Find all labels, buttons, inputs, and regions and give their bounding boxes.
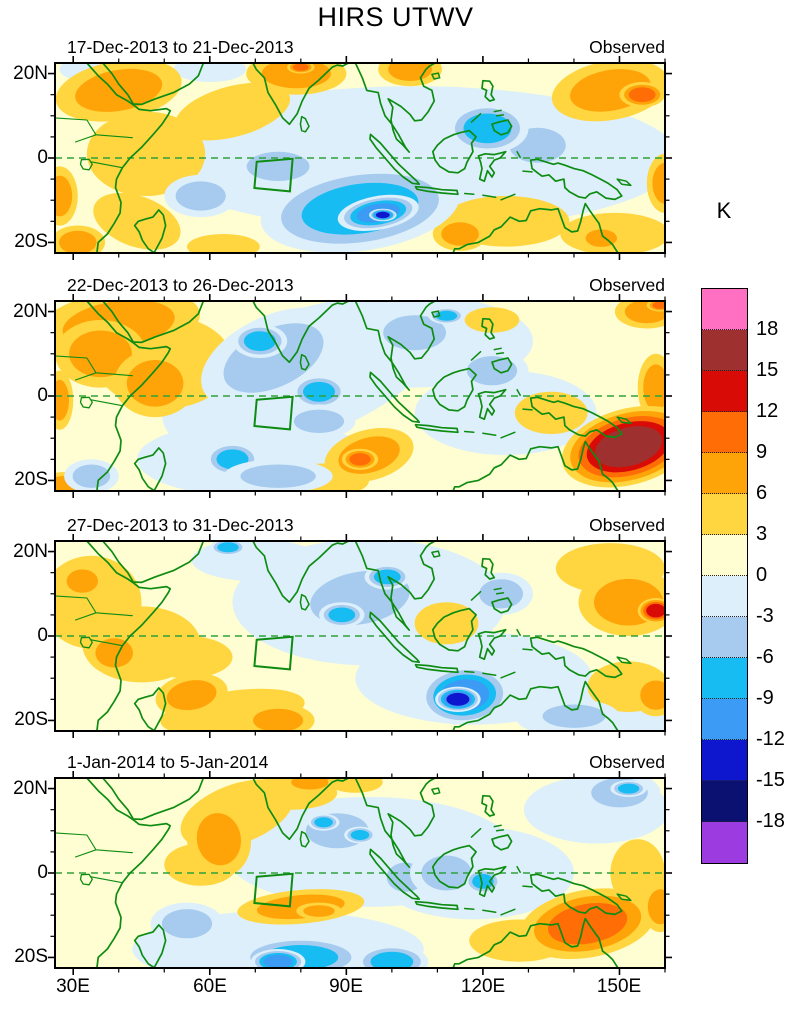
colorbar-cell [702, 535, 747, 576]
lon-tick-label: 90E [329, 976, 363, 997]
colorbar-cell [702, 412, 747, 453]
panel-2-source-label: Observed [589, 275, 665, 295]
lat-tick-label: 20S [14, 709, 48, 730]
anomaly-fills [55, 63, 665, 253]
colorbar-tick-label: 3 [756, 523, 768, 545]
anomaly-fills [55, 778, 665, 968]
panel-2-header: 22-Dec-2013 to 26-Dec-2013 Observed [55, 274, 665, 296]
panel-4-source-label: Observed [589, 752, 665, 772]
panel-1-header: 17-Dec-2013 to 21-Dec-2013 Observed [55, 36, 665, 58]
colorbar-cell [702, 781, 747, 822]
lat-tick-label: 20N [13, 541, 48, 562]
panel-3-header: 27-Dec-2013 to 31-Dec-2013 Observed [55, 514, 665, 536]
coastlines [55, 301, 632, 491]
colorbar-cell [702, 740, 747, 781]
colorbar-tick-label: -15 [756, 769, 785, 791]
lon-tick-label: 150E [596, 976, 642, 997]
study-region-box [253, 157, 294, 193]
colorbar-cell [702, 822, 747, 863]
lat-tick-label: 20N [13, 63, 48, 84]
colorbar [701, 288, 748, 864]
axis-ticks [48, 294, 672, 498]
colorbar-cell [702, 699, 747, 740]
panel-1-date-label: 17-Dec-2013 to 21-Dec-2013 [67, 37, 294, 57]
colorbar-tick-label: -12 [756, 728, 785, 750]
map-panel-4 [48, 771, 672, 975]
lat-tick-label: 20N [13, 301, 48, 322]
colorbar-tick-label: -6 [756, 646, 774, 668]
panel-3-date-label: 27-Dec-2013 to 31-Dec-2013 [67, 515, 294, 535]
panel-4-date-label: 1-Jan-2014 to 5-Jan-2014 [67, 752, 269, 772]
colorbar-tick-label: 9 [756, 441, 768, 463]
figure-title: HIRS UTWV [317, 2, 474, 32]
lat-tick-label: 0 [37, 862, 48, 883]
panel-2-date-label: 22-Dec-2013 to 26-Dec-2013 [67, 275, 294, 295]
map-panel-1 [48, 56, 672, 260]
study-region-box [253, 872, 294, 908]
lat-tick-label: 20S [14, 469, 48, 490]
colorbar-cell [702, 289, 747, 330]
lat-tick-label: 0 [37, 385, 48, 406]
colorbar-cell [702, 371, 747, 412]
coastlines [55, 63, 632, 253]
lon-tick-label: 30E [56, 976, 90, 997]
study-region-box [253, 395, 294, 431]
colorbar-tick-label: 6 [756, 482, 768, 504]
anomaly-fills [55, 301, 665, 491]
lon-tick-label: 60E [193, 976, 227, 997]
colorbar-cell [702, 617, 747, 658]
lat-tick-label: 0 [37, 147, 48, 168]
colorbar-tick-label: 0 [756, 564, 768, 586]
colorbar-tick-label: 18 [756, 318, 779, 340]
colorbar-tick-label: -9 [756, 687, 774, 709]
coastlines [55, 541, 632, 731]
colorbar-cell [702, 494, 747, 535]
lat-tick-label: 20N [13, 778, 48, 799]
colorbar-tick-label: -3 [756, 605, 774, 627]
colorbar-cell [702, 576, 747, 617]
panel-4-header: 1-Jan-2014 to 5-Jan-2014 Observed [55, 751, 665, 773]
lon-tick-label: 120E [460, 976, 506, 997]
colorbar-tick-label: -18 [756, 810, 785, 832]
coastlines [55, 778, 632, 968]
map-panel-2 [48, 294, 672, 498]
colorbar-cell [702, 658, 747, 699]
lat-tick-label: 20S [14, 946, 48, 967]
axis-ticks [48, 56, 672, 260]
axis-ticks [48, 534, 672, 738]
lat-tick-label: 20S [14, 231, 48, 252]
colorbar-cell [702, 330, 747, 371]
anomaly-fills [55, 541, 665, 731]
colorbar-tick-label: 15 [756, 359, 779, 381]
axis-ticks [48, 771, 672, 975]
colorbar-cell [702, 453, 747, 494]
colorbar-tick-label: 12 [756, 400, 779, 422]
lat-tick-label: 0 [37, 625, 48, 646]
panel-1-source-label: Observed [589, 37, 665, 57]
panel-3-source-label: Observed [589, 515, 665, 535]
colorbar-units-label: K [716, 198, 732, 223]
study-region-box [253, 635, 294, 671]
map-panel-3 [48, 534, 672, 738]
